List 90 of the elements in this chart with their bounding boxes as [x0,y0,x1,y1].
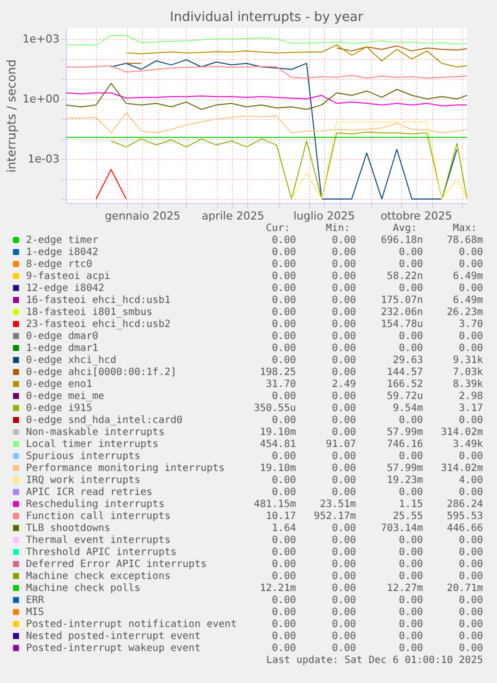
text: 0.00 0.00 0.00 0.00 [272,247,483,258]
text: 0.00 0.00 0.00 0.00 [272,559,483,570]
legend-label: IRQ work interrupts [26,475,140,486]
text: 0.00 0.00 175.07n 6.49m [272,295,483,306]
text: 0.00 0.00 0.00 0.00 [272,607,483,618]
text: 0.00 0.00 0.00 0.00 [272,259,483,270]
legend-label: 23-fasteoi ehci_hcd:usb2 [26,319,170,330]
legend-label: 0-edge eno1 [26,379,92,390]
legend-label: Rescheduling interrupts [26,499,164,510]
text: Cur: Min: Avg: Max: [266,223,477,234]
x-tick-label: ottobre 2025 [380,210,452,222]
text: 0.00 0.00 232.06n 26.23m [272,307,483,318]
legend-label: Machine check exceptions [26,571,170,582]
y-tick-label: 1e-03 [28,152,60,166]
line-series [66,112,468,134]
text: 0.00 0.00 0.00 0.00 [272,631,483,642]
text: 0.00 0.00 696.18n 78.68m [272,235,483,246]
legend-label: Thermal event interrupts [26,535,170,546]
legend-label: 0-edge ahci[0000:00:1f.2] [26,367,177,378]
legend-label: 0-edge snd_hda_intel:card0 [26,415,183,426]
legend-label: 0-edge i915 [26,403,92,414]
legend-label: Local timer interrupts [26,439,158,450]
text: 12.21m 0.00 12.27m 20.71m [260,583,483,594]
line-series [291,122,468,200]
legend-label: 1-edge dmar1 [26,343,98,354]
legend-label: Threshold APIC interrupts [26,547,177,558]
legend-label: MIS [26,607,44,618]
legend-label: Non-maskable interrupts [26,427,164,438]
text: 0.00 0.00 154.78u 3.70 [272,319,483,330]
y-axis-title: interrupts / second [4,59,19,173]
legend-label: 2-edge timer [26,235,98,246]
legend-label: Deferred Error APIC interrupts [26,559,207,570]
text: 0.00 0.00 0.00 0.00 [272,571,483,582]
line-series [66,82,468,110]
text: 0.00 0.00 0.00 0.00 [272,547,483,558]
legend-label: Spurious interrupts [26,451,140,462]
text: 0.00 0.00 0.00 0.00 [272,451,483,462]
line-series [126,44,468,68]
x-tick-label: luglio 2025 [293,210,355,222]
legend-label: 0-edge mei_me [26,391,104,402]
text: 10.17 952.17m 25.55 595.53 [266,511,483,522]
y-tick-label: 1e+00 [22,92,60,106]
text: 0.00 0.00 0.00 0.00 [272,595,483,606]
legend-label: ERR [26,595,46,606]
text: 0.00 0.00 58.22n 6.49m [272,271,483,282]
y-tick-label: 1e+03 [22,32,60,46]
x-tick-label: aprile 2025 [202,210,264,222]
line-series [66,65,468,79]
text: 0.00 0.00 19.23m 4.00 [272,475,483,486]
text: 0.00 0.00 0.00 0.00 [272,643,483,654]
legend-label: 0-edge xhci_hcd [26,355,116,366]
text: Last update: Sat Dec 6 01:00:10 2025 [266,655,483,666]
text: 481.15m 23.51m 1.15 286.24 [254,499,483,510]
legend-label: Performance monitoring interrupts [26,463,225,474]
text: 0.00 0.00 0.00 0.00 [272,535,483,546]
text: 0.00 0.00 29.63 9.31k [272,355,483,366]
text: 0.00 0.00 0.00 0.00 [272,415,483,426]
chart-title: Individual interrupts - by year [170,10,364,25]
text: 1.64 0.00 703.14m 446.66 [272,523,483,534]
text: 0.00 0.00 0.00 0.00 [272,331,483,342]
legend-label: 12-edge i8042 [26,283,104,294]
legend-label: 8-edge rtc0 [26,259,92,270]
legend-label: Posted-interrupt notification event [26,619,237,630]
text: 0.00 0.00 0.00 0.00 [272,487,483,498]
text: 0.00 0.00 59.72u 2.98 [272,391,483,402]
text: 350.55u 0.00 9.54m 3.17 [254,403,483,414]
text: 31.70 2.49 166.52 8.39k [266,379,483,390]
legend-label: APIC ICR read retries [26,487,152,498]
legend-label: TLB shootdowns [26,523,110,534]
legend-label: 1-edge i8042 [26,247,98,258]
text: 198.25 0.00 144.57 7.03k [260,367,483,378]
text: 19.10m 0.00 57.99m 314.02m [260,463,483,474]
legend-label: 16-fasteoi ehci_hcd:usb1 [26,295,170,306]
legend-label: Function call interrupts [26,511,170,522]
legend-label: Posted-interrupt wakeup event [26,643,201,654]
legend-label: 0-edge dmar0 [26,331,98,342]
legend-label: Machine check polls [26,583,140,594]
legend-label: 18-fasteoi i801_smbus [26,307,152,318]
text: 454.81 91.07 746.16 3.49k [260,439,483,450]
line-series [66,92,468,106]
line-series [110,132,468,200]
text: 0.00 0.00 0.00 0.00 [272,343,483,354]
legend-label: 9-fasteoi acpi [26,271,110,282]
legend-label: Nested posted-interrupt event [26,631,201,642]
text: 0.00 0.00 0.00 0.00 [272,283,483,294]
text: 0.00 0.00 0.00 0.00 [272,619,483,630]
text: 19.10m 0.00 57.99m 314.02m [260,427,483,438]
x-tick-label: gennaio 2025 [104,210,181,222]
line-series [110,59,458,200]
line-series [66,34,468,46]
